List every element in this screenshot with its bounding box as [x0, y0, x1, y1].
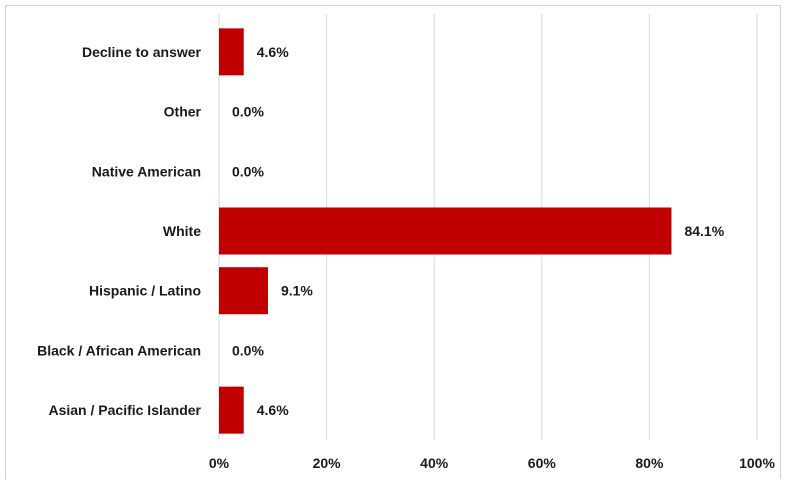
- x-tick-label: 40%: [420, 455, 449, 471]
- category-labels: Decline to answer Other Native American Whi…: [37, 44, 201, 418]
- bar: [219, 207, 672, 255]
- category-label: Native American: [92, 163, 201, 179]
- x-tick-label: 0%: [209, 455, 230, 471]
- bars: [219, 28, 672, 434]
- category-label: Decline to answer: [82, 44, 202, 60]
- chart-frame: [5, 5, 781, 479]
- bar: [219, 28, 244, 76]
- category-label: Other: [164, 104, 202, 120]
- x-tick-label: 80%: [635, 455, 664, 471]
- data-label: 4.6%: [257, 44, 289, 60]
- data-label: 0.0%: [232, 163, 264, 179]
- data-label: 4.6%: [257, 402, 289, 418]
- data-labels: 4.6% 0.0% 0.0% 84.1% 9.1% 0.0% 4.6%: [232, 44, 725, 418]
- category-label: White: [163, 223, 201, 239]
- category-label: Black / African American: [37, 342, 201, 358]
- x-tick-label: 100%: [739, 455, 775, 471]
- category-label: Asian / Pacific Islander: [48, 402, 201, 418]
- data-label: 84.1%: [684, 223, 724, 239]
- data-label: 9.1%: [281, 283, 313, 299]
- bar: [219, 386, 244, 434]
- data-label: 0.0%: [232, 342, 264, 358]
- x-axis-tick-labels: 0% 20% 40% 60% 80% 100%: [209, 455, 776, 471]
- bar: [219, 267, 268, 315]
- x-tick-label: 60%: [528, 455, 557, 471]
- x-tick-label: 20%: [313, 455, 342, 471]
- data-label: 0.0%: [232, 104, 264, 120]
- category-label: Hispanic / Latino: [89, 283, 201, 299]
